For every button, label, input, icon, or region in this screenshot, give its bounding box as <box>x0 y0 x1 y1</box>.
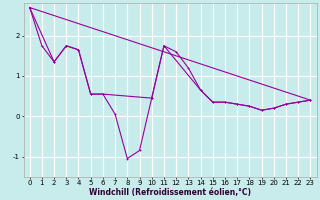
X-axis label: Windchill (Refroidissement éolien,°C): Windchill (Refroidissement éolien,°C) <box>89 188 251 197</box>
